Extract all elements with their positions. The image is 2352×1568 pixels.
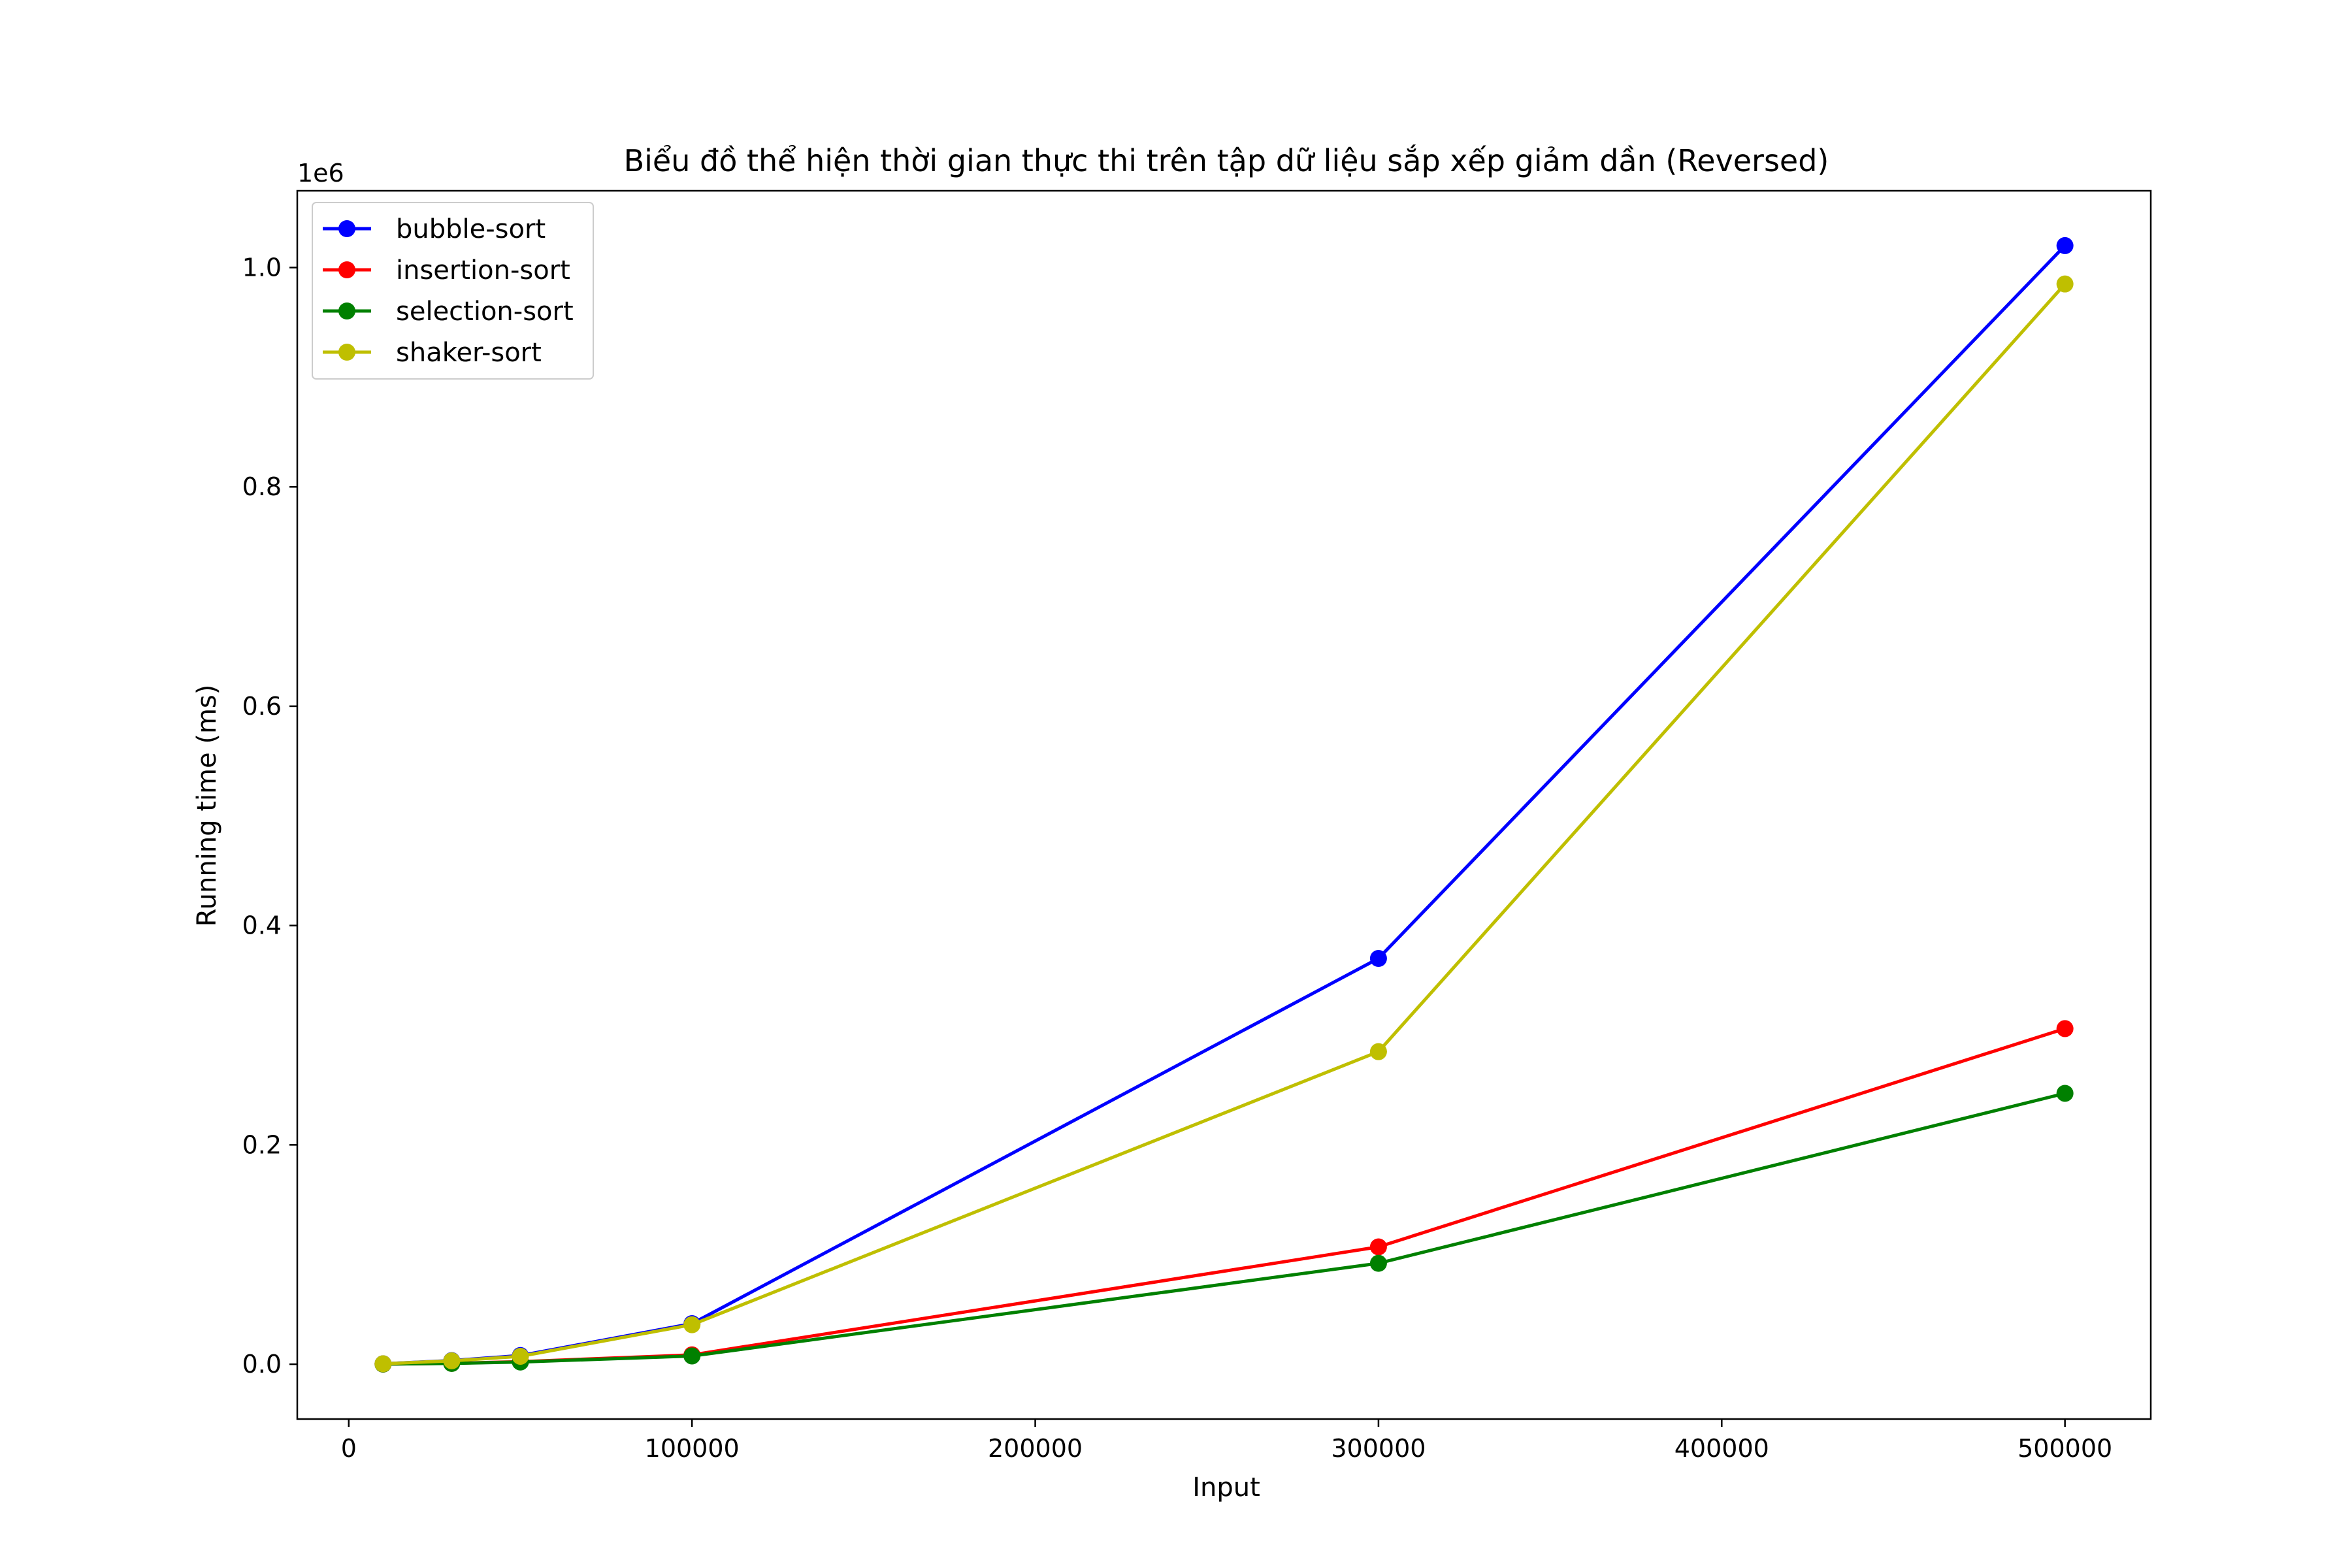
series-line	[383, 1092, 2066, 1366]
legend-marker	[338, 261, 355, 278]
x-tick-label: 400000	[1674, 1434, 1769, 1463]
x-tick-label: 0	[341, 1434, 357, 1463]
data-point	[1369, 950, 1387, 967]
data-point	[2056, 1020, 2074, 1037]
series-layer	[374, 237, 2074, 1373]
data-point	[2056, 275, 2074, 293]
data-point	[1369, 1043, 1387, 1060]
y-offset-label: 1e6	[297, 159, 344, 188]
legend-label: bubble-sort	[396, 214, 546, 244]
data-point	[374, 1355, 392, 1373]
y-tick-label: 0.2	[242, 1130, 282, 1159]
data-point	[2056, 237, 2074, 254]
legend-entry: insertion-sort	[323, 255, 570, 286]
y-axis-title: Running time (ms)	[192, 685, 222, 927]
plot-frame	[296, 189, 2152, 1420]
x-tick-label: 200000	[988, 1434, 1083, 1463]
y-tick-label: 0.8	[242, 472, 282, 501]
y-tick-label: 0.0	[242, 1350, 282, 1379]
y-tick-label: 0.6	[242, 692, 282, 721]
data-point	[2056, 1085, 2074, 1102]
data-point	[683, 1347, 701, 1365]
legend-marker	[338, 220, 355, 237]
x-axis: 0 100000 200000 300000 400000 500000	[341, 1419, 2112, 1463]
legend-label: selection-sort	[396, 297, 574, 327]
legend-marker	[338, 344, 355, 361]
series-shaker-sort	[374, 275, 2074, 1373]
chart-title: Biểu đồ thể hiện thời gian thực thi trên…	[624, 143, 1829, 178]
data-point	[1369, 1254, 1387, 1272]
legend: bubble-sort insertion-sort selection-sort s…	[312, 202, 594, 380]
data-point	[512, 1347, 529, 1365]
legend-entry: selection-sort	[323, 297, 574, 327]
legend-box	[312, 202, 594, 380]
data-point	[443, 1352, 461, 1369]
series-line	[383, 283, 2066, 1365]
plot-area	[296, 189, 2152, 1420]
data-point	[1369, 1238, 1387, 1256]
legend-entry: shaker-sort	[323, 338, 542, 368]
legend-entry: bubble-sort	[323, 214, 546, 244]
legend-label: insertion-sort	[396, 255, 570, 286]
x-tick-label: 500000	[2017, 1434, 2112, 1463]
x-tick-label: 300000	[1331, 1434, 1426, 1463]
legend-label: shaker-sort	[396, 338, 542, 368]
y-tick-label: 0.4	[242, 911, 282, 940]
y-axis: 0.0 0.2 0.4 0.6 0.8 1.0	[242, 253, 297, 1379]
x-tick-label: 100000	[645, 1434, 740, 1463]
legend-marker	[338, 302, 355, 319]
y-tick-label: 1.0	[242, 253, 282, 282]
x-axis-title: Input	[1192, 1473, 1260, 1503]
data-point	[683, 1316, 701, 1333]
